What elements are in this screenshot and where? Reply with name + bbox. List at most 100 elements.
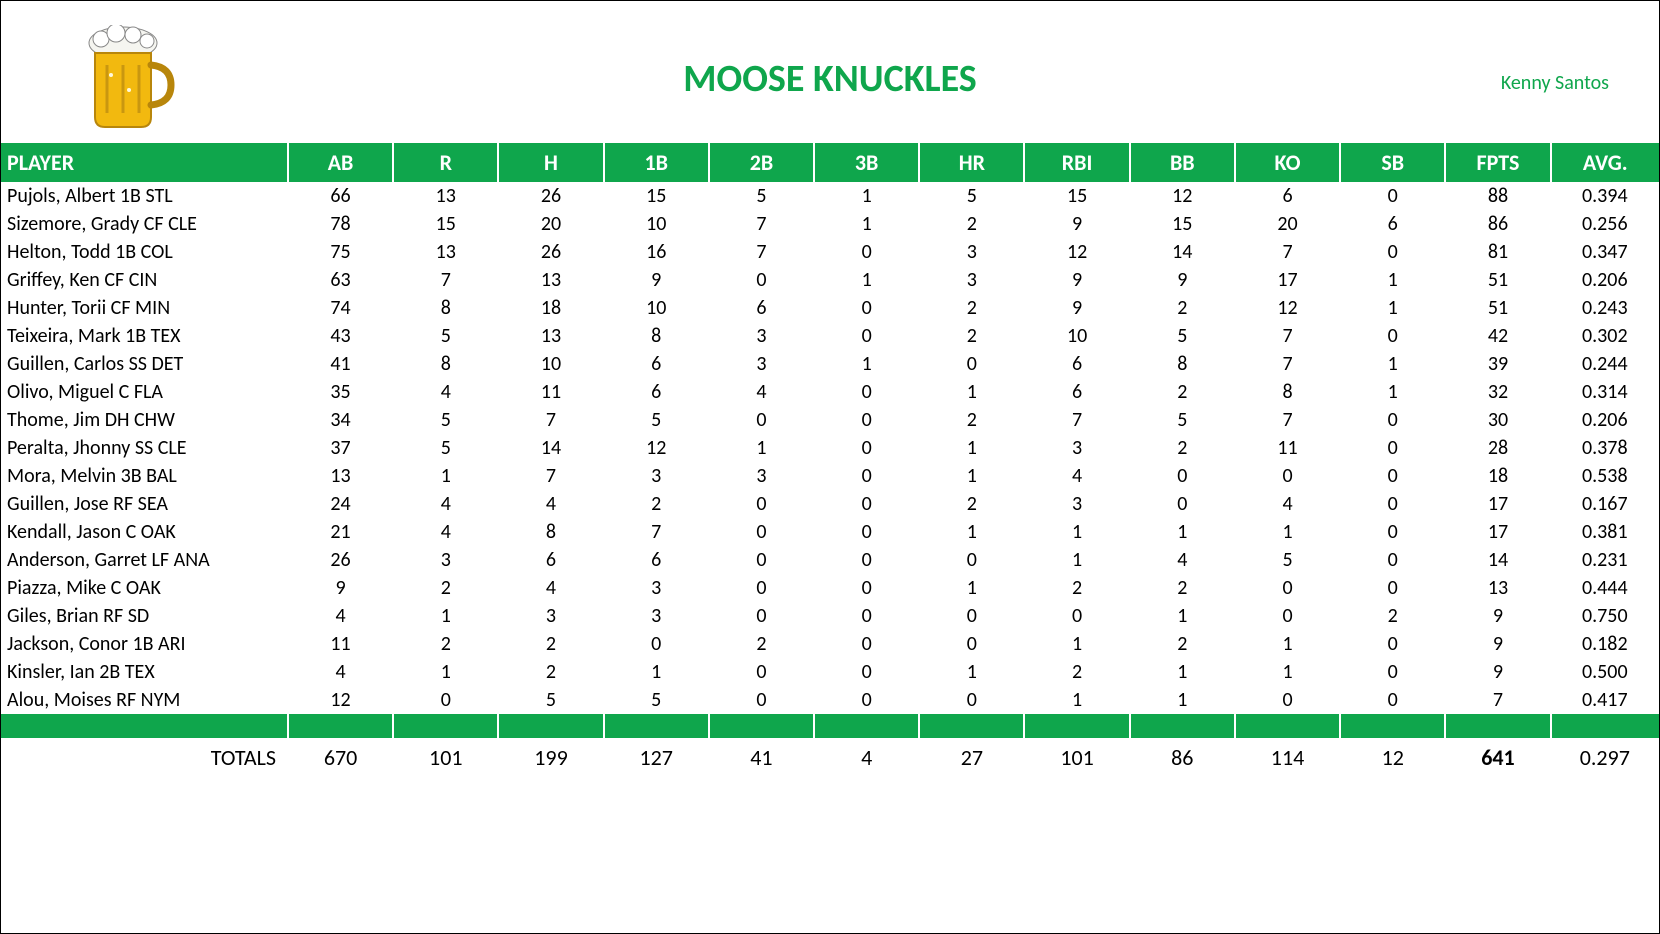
- table-cell: Alou, Moises RF NYM: [1, 686, 288, 714]
- table-cell: 1: [1235, 518, 1340, 546]
- table-cell: 14: [498, 434, 603, 462]
- table-cell: 15: [1024, 182, 1129, 210]
- table-cell: 0: [814, 602, 919, 630]
- table-cell: 0: [814, 462, 919, 490]
- table-cell: 3: [1024, 434, 1129, 462]
- table-cell: 4: [1235, 490, 1340, 518]
- table-cell: 1: [919, 434, 1024, 462]
- table-cell: 0.538: [1551, 462, 1659, 490]
- table-cell: 1: [814, 266, 919, 294]
- table-cell: 5: [1130, 322, 1235, 350]
- column-header: H: [498, 143, 603, 182]
- table-cell: 0.256: [1551, 210, 1659, 238]
- separator-cell: [1, 714, 288, 738]
- table-row: Thome, Jim DH CHW345750027570300.206: [1, 406, 1659, 434]
- table-cell: 0.347: [1551, 238, 1659, 266]
- table-cell: 13: [498, 322, 603, 350]
- table-cell: 3: [709, 350, 814, 378]
- table-cell: 2: [919, 294, 1024, 322]
- table-cell: 0: [814, 238, 919, 266]
- table-cell: 2: [498, 630, 603, 658]
- table-cell: 2: [1340, 602, 1445, 630]
- table-cell: 0.394: [1551, 182, 1659, 210]
- table-cell: 13: [393, 182, 498, 210]
- table-cell: 9: [1024, 266, 1129, 294]
- header: MOOSE KNUCKLES Kenny Santos: [1, 1, 1659, 143]
- table-cell: 7: [393, 266, 498, 294]
- table-cell: 3: [604, 462, 709, 490]
- column-header: PLAYER: [1, 143, 288, 182]
- table-cell: 6: [498, 546, 603, 574]
- table-cell: 0: [814, 546, 919, 574]
- table-cell: 0: [709, 546, 814, 574]
- table-cell: 4: [393, 490, 498, 518]
- table-cell: 0: [814, 406, 919, 434]
- table-cell: 0: [709, 406, 814, 434]
- table-cell: 0: [1340, 182, 1445, 210]
- table-cell: 1: [814, 210, 919, 238]
- table-cell: 3: [709, 322, 814, 350]
- table-cell: 12: [1235, 294, 1340, 322]
- table-cell: Pujols, Albert 1B STL: [1, 182, 288, 210]
- team-logo: [81, 25, 176, 140]
- totals-cell: 41: [709, 738, 814, 777]
- table-cell: 8: [1235, 378, 1340, 406]
- separator-cell: [498, 714, 603, 738]
- table-cell: 32: [1445, 378, 1550, 406]
- table-cell: 2: [1130, 574, 1235, 602]
- totals-cell: 101: [393, 738, 498, 777]
- column-header: SB: [1340, 143, 1445, 182]
- table-cell: 12: [1130, 182, 1235, 210]
- table-row: Kendall, Jason C OAK214870011110170.381: [1, 518, 1659, 546]
- table-cell: 2: [1130, 434, 1235, 462]
- table-cell: 43: [288, 322, 393, 350]
- table-cell: 6: [1024, 378, 1129, 406]
- table-cell: 1: [1130, 658, 1235, 686]
- table-cell: 18: [498, 294, 603, 322]
- table-cell: 0.231: [1551, 546, 1659, 574]
- separator-cell: [1551, 714, 1659, 738]
- table-cell: 4: [288, 658, 393, 686]
- table-cell: 8: [604, 322, 709, 350]
- table-cell: 2: [919, 210, 1024, 238]
- table-cell: 5: [1130, 406, 1235, 434]
- table-cell: 0: [709, 574, 814, 602]
- table-cell: 4: [1024, 462, 1129, 490]
- table-cell: 6: [1024, 350, 1129, 378]
- table-cell: 1: [1024, 546, 1129, 574]
- table-cell: 12: [288, 686, 393, 714]
- table-cell: 9: [604, 266, 709, 294]
- table-cell: 17: [1235, 266, 1340, 294]
- table-cell: 9: [1024, 210, 1129, 238]
- column-header: R: [393, 143, 498, 182]
- table-cell: 0: [1340, 546, 1445, 574]
- table-cell: 1: [919, 658, 1024, 686]
- table-cell: 0: [709, 518, 814, 546]
- table-cell: 11: [288, 630, 393, 658]
- table-cell: 0: [709, 490, 814, 518]
- table-cell: 0: [1235, 602, 1340, 630]
- table-cell: 0: [814, 378, 919, 406]
- table-cell: 9: [1445, 658, 1550, 686]
- table-cell: 5: [1235, 546, 1340, 574]
- table-cell: 0: [1235, 686, 1340, 714]
- table-cell: 0.500: [1551, 658, 1659, 686]
- table-cell: 1: [393, 462, 498, 490]
- table-cell: 0: [1130, 490, 1235, 518]
- beer-mug-icon: [81, 25, 176, 135]
- table-cell: 20: [1235, 210, 1340, 238]
- table-cell: 9: [1130, 266, 1235, 294]
- table-cell: 13: [498, 266, 603, 294]
- table-cell: 0: [814, 294, 919, 322]
- table-cell: 7: [1445, 686, 1550, 714]
- column-header: 2B: [709, 143, 814, 182]
- table-cell: Hunter, Torii CF MIN: [1, 294, 288, 322]
- table-cell: 15: [1130, 210, 1235, 238]
- table-cell: 2: [604, 490, 709, 518]
- table-row: Teixeira, Mark 1B TEX43513830210570420.3…: [1, 322, 1659, 350]
- table-cell: 12: [604, 434, 709, 462]
- column-header: 1B: [604, 143, 709, 182]
- table-cell: 7: [1235, 238, 1340, 266]
- table-cell: Thome, Jim DH CHW: [1, 406, 288, 434]
- table-cell: 7: [709, 210, 814, 238]
